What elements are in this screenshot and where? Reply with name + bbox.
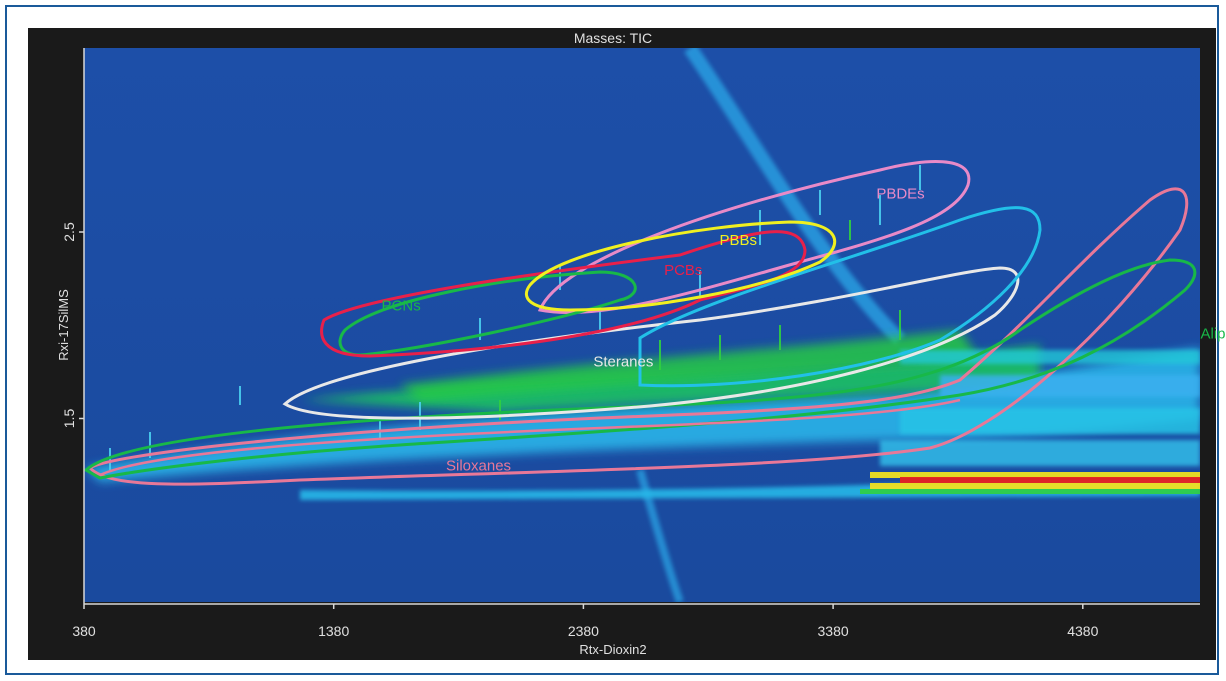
- y-axis-label: Rxi-17SilMS: [56, 289, 71, 361]
- x-tick-label: 4380: [1067, 623, 1098, 639]
- compound-class-regions: [84, 160, 1197, 486]
- region-label-siloxanes: Siloxanes: [446, 458, 511, 475]
- region-label-pbbs: PBBs: [719, 232, 757, 249]
- y-axis-ticks: 1.5 2.5: [61, 222, 84, 428]
- plot-area: [84, 48, 1200, 602]
- region-label-pcbs: PCBs: [664, 262, 702, 279]
- aliphatics-region-outline: [84, 258, 1197, 480]
- chart-title: Masses: TIC: [574, 30, 652, 46]
- x-tick-label: 380: [72, 623, 96, 639]
- region-label-steranes: Steranes: [593, 353, 653, 370]
- x-axis-label: Rtx-Dioxin2: [579, 642, 646, 657]
- region-label-pbdes: PBDEs: [876, 185, 924, 202]
- pbdes-region-outline: [537, 160, 971, 315]
- pbbs-region-outline: [524, 220, 837, 312]
- region-label-aliphatics: Aliphatics: [1201, 325, 1226, 342]
- y-tick-label: 1.5: [61, 409, 77, 429]
- x-axis-ticks: 380 1380 2380 3380 4380: [72, 604, 1099, 639]
- axes: [83, 48, 1200, 605]
- siloxanes-region-outline: [87, 187, 1189, 486]
- y-tick-label: 2.5: [61, 222, 77, 242]
- siloxanes-region-inner: [99, 398, 961, 477]
- region-labels: PBDEs PBBs PCBs PCNs Steranes Aliphatics Silox…: [382, 185, 1226, 474]
- x-tick-label: 3380: [818, 623, 849, 639]
- x-tick-label: 1380: [318, 623, 349, 639]
- cyan-region-outline: [638, 206, 1042, 388]
- region-label-pcns: PCNs: [382, 297, 421, 314]
- pcbs-region-outline: [320, 230, 807, 358]
- x-tick-label: 2380: [568, 623, 599, 639]
